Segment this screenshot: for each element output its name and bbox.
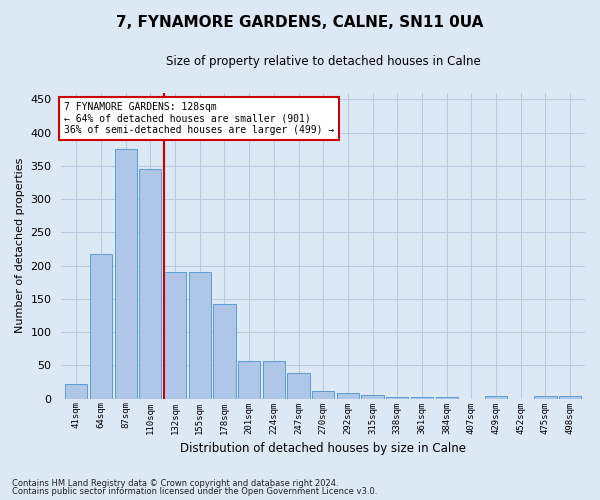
X-axis label: Distribution of detached houses by size in Calne: Distribution of detached houses by size … [180, 442, 466, 455]
Bar [559, 396, 581, 398]
Bar [361, 396, 384, 398]
Bar [238, 362, 260, 399]
Bar [535, 396, 557, 398]
Bar [337, 394, 359, 398]
Text: Contains HM Land Registry data © Crown copyright and database right 2024.: Contains HM Land Registry data © Crown c… [12, 478, 338, 488]
Bar [65, 384, 88, 398]
Bar [188, 272, 211, 398]
Bar [213, 304, 236, 398]
Bar [90, 254, 112, 398]
Bar [139, 169, 161, 398]
Bar [312, 392, 334, 398]
Bar [263, 362, 285, 399]
Y-axis label: Number of detached properties: Number of detached properties [15, 158, 25, 334]
Text: 7 FYNAMORE GARDENS: 128sqm
← 64% of detached houses are smaller (901)
36% of sem: 7 FYNAMORE GARDENS: 128sqm ← 64% of deta… [64, 102, 334, 135]
Bar [115, 150, 137, 398]
Title: Size of property relative to detached houses in Calne: Size of property relative to detached ho… [166, 55, 481, 68]
Bar [287, 374, 310, 398]
Text: Contains public sector information licensed under the Open Government Licence v3: Contains public sector information licen… [12, 487, 377, 496]
Bar [485, 396, 507, 398]
Text: 7, FYNAMORE GARDENS, CALNE, SN11 0UA: 7, FYNAMORE GARDENS, CALNE, SN11 0UA [116, 15, 484, 30]
Bar [164, 272, 186, 398]
